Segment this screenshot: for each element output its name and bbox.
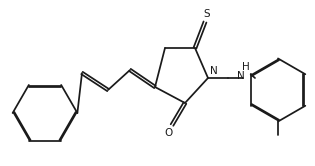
Text: N: N <box>210 66 217 76</box>
Text: O: O <box>164 128 173 138</box>
Text: S: S <box>203 9 210 19</box>
Text: H: H <box>242 62 250 72</box>
Text: N: N <box>237 71 244 81</box>
